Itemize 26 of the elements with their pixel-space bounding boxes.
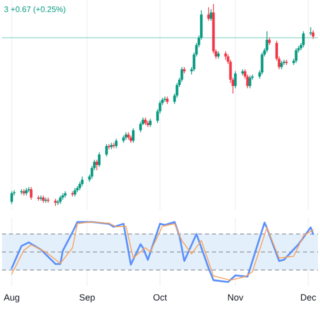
candlestick (164, 96, 166, 102)
candlestick (108, 144, 110, 150)
candlestick (114, 138, 118, 149)
candlestick (266, 30, 268, 53)
annotation: 3 +0.67 (+0.25%) (4, 5, 66, 14)
candlestick (234, 70, 237, 89)
x-tick-label: Sep (79, 292, 96, 302)
candlestick (139, 121, 142, 133)
candlestick (10, 190, 14, 204)
candlestick (80, 176, 84, 186)
candlestick (248, 75, 252, 89)
x-tick-label: Aug (4, 292, 20, 302)
candlestick (56, 199, 60, 206)
x-tick-label: Oct (152, 292, 168, 302)
candlestick (20, 188, 23, 195)
candlestick (132, 128, 135, 144)
candlestick (98, 152, 101, 168)
candlestick (30, 186, 32, 200)
x-tick-label: Dec (300, 292, 317, 302)
candlestick (22, 188, 26, 196)
candlestick (294, 48, 298, 64)
candlestick (260, 52, 264, 75)
x-tick-label: Nov (227, 292, 244, 302)
candlestick (105, 144, 108, 157)
candlestick (210, 8, 212, 22)
candlestick (302, 30, 305, 48)
